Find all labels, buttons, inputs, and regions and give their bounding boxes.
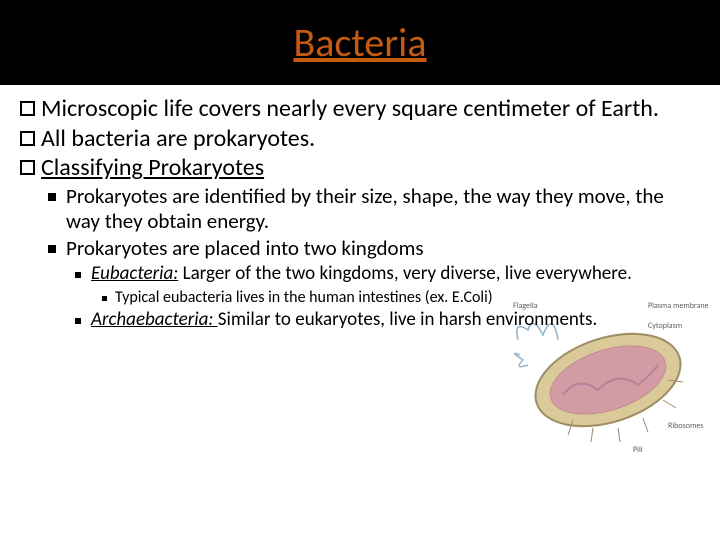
label-pili: Pili xyxy=(633,445,643,455)
bullet-eubacteria: Eubacteria: Larger of the two kingdoms, … xyxy=(75,263,700,286)
bullet-text: Prokaryotes are placed into two kingdoms xyxy=(66,236,424,261)
checkbox-icon xyxy=(20,131,35,146)
square-bullet-icon xyxy=(48,245,56,253)
bullet-two-kingdoms: Prokaryotes are placed into two kingdoms xyxy=(48,236,700,261)
bullet-text: Classifying Prokaryotes xyxy=(41,154,264,182)
square-bullet-icon xyxy=(48,193,56,201)
bullet-text: Eubacteria: Larger of the two kingdoms, … xyxy=(91,263,632,286)
title-bar: Bacteria xyxy=(0,0,720,85)
square-bullet-icon xyxy=(102,296,107,301)
bullet-text: All bacteria are prokaryotes. xyxy=(41,125,315,153)
checkbox-icon xyxy=(20,101,35,116)
bullet-classifying: Classifying Prokaryotes xyxy=(20,154,700,182)
checkbox-icon xyxy=(20,160,35,175)
slide-title: Bacteria xyxy=(294,18,427,67)
bullet-prokaryotes: All bacteria are prokaryotes. xyxy=(20,125,700,153)
bullet-microscopic: Microscopic life covers nearly every squ… xyxy=(20,95,700,123)
bullet-archaebacteria: Archaebacteria: Similar to eukaryotes, l… xyxy=(75,309,700,332)
slide-content: Microscopic life covers nearly every squ… xyxy=(0,85,720,332)
bullet-text: Archaebacteria: Similar to eukaryotes, l… xyxy=(91,309,597,332)
bullet-text: Prokaryotes are identified by their size… xyxy=(66,184,700,234)
bullet-text: Typical eubacteria lives in the human in… xyxy=(115,288,493,307)
bullet-text: Microscopic life covers nearly every squ… xyxy=(41,95,659,123)
bullet-ecoli: Typical eubacteria lives in the human in… xyxy=(102,288,700,307)
bullet-identified: Prokaryotes are identified by their size… xyxy=(48,184,700,234)
square-bullet-icon xyxy=(75,272,81,278)
label-ribosomes: Ribosomes xyxy=(668,421,703,431)
square-bullet-icon xyxy=(75,318,81,324)
